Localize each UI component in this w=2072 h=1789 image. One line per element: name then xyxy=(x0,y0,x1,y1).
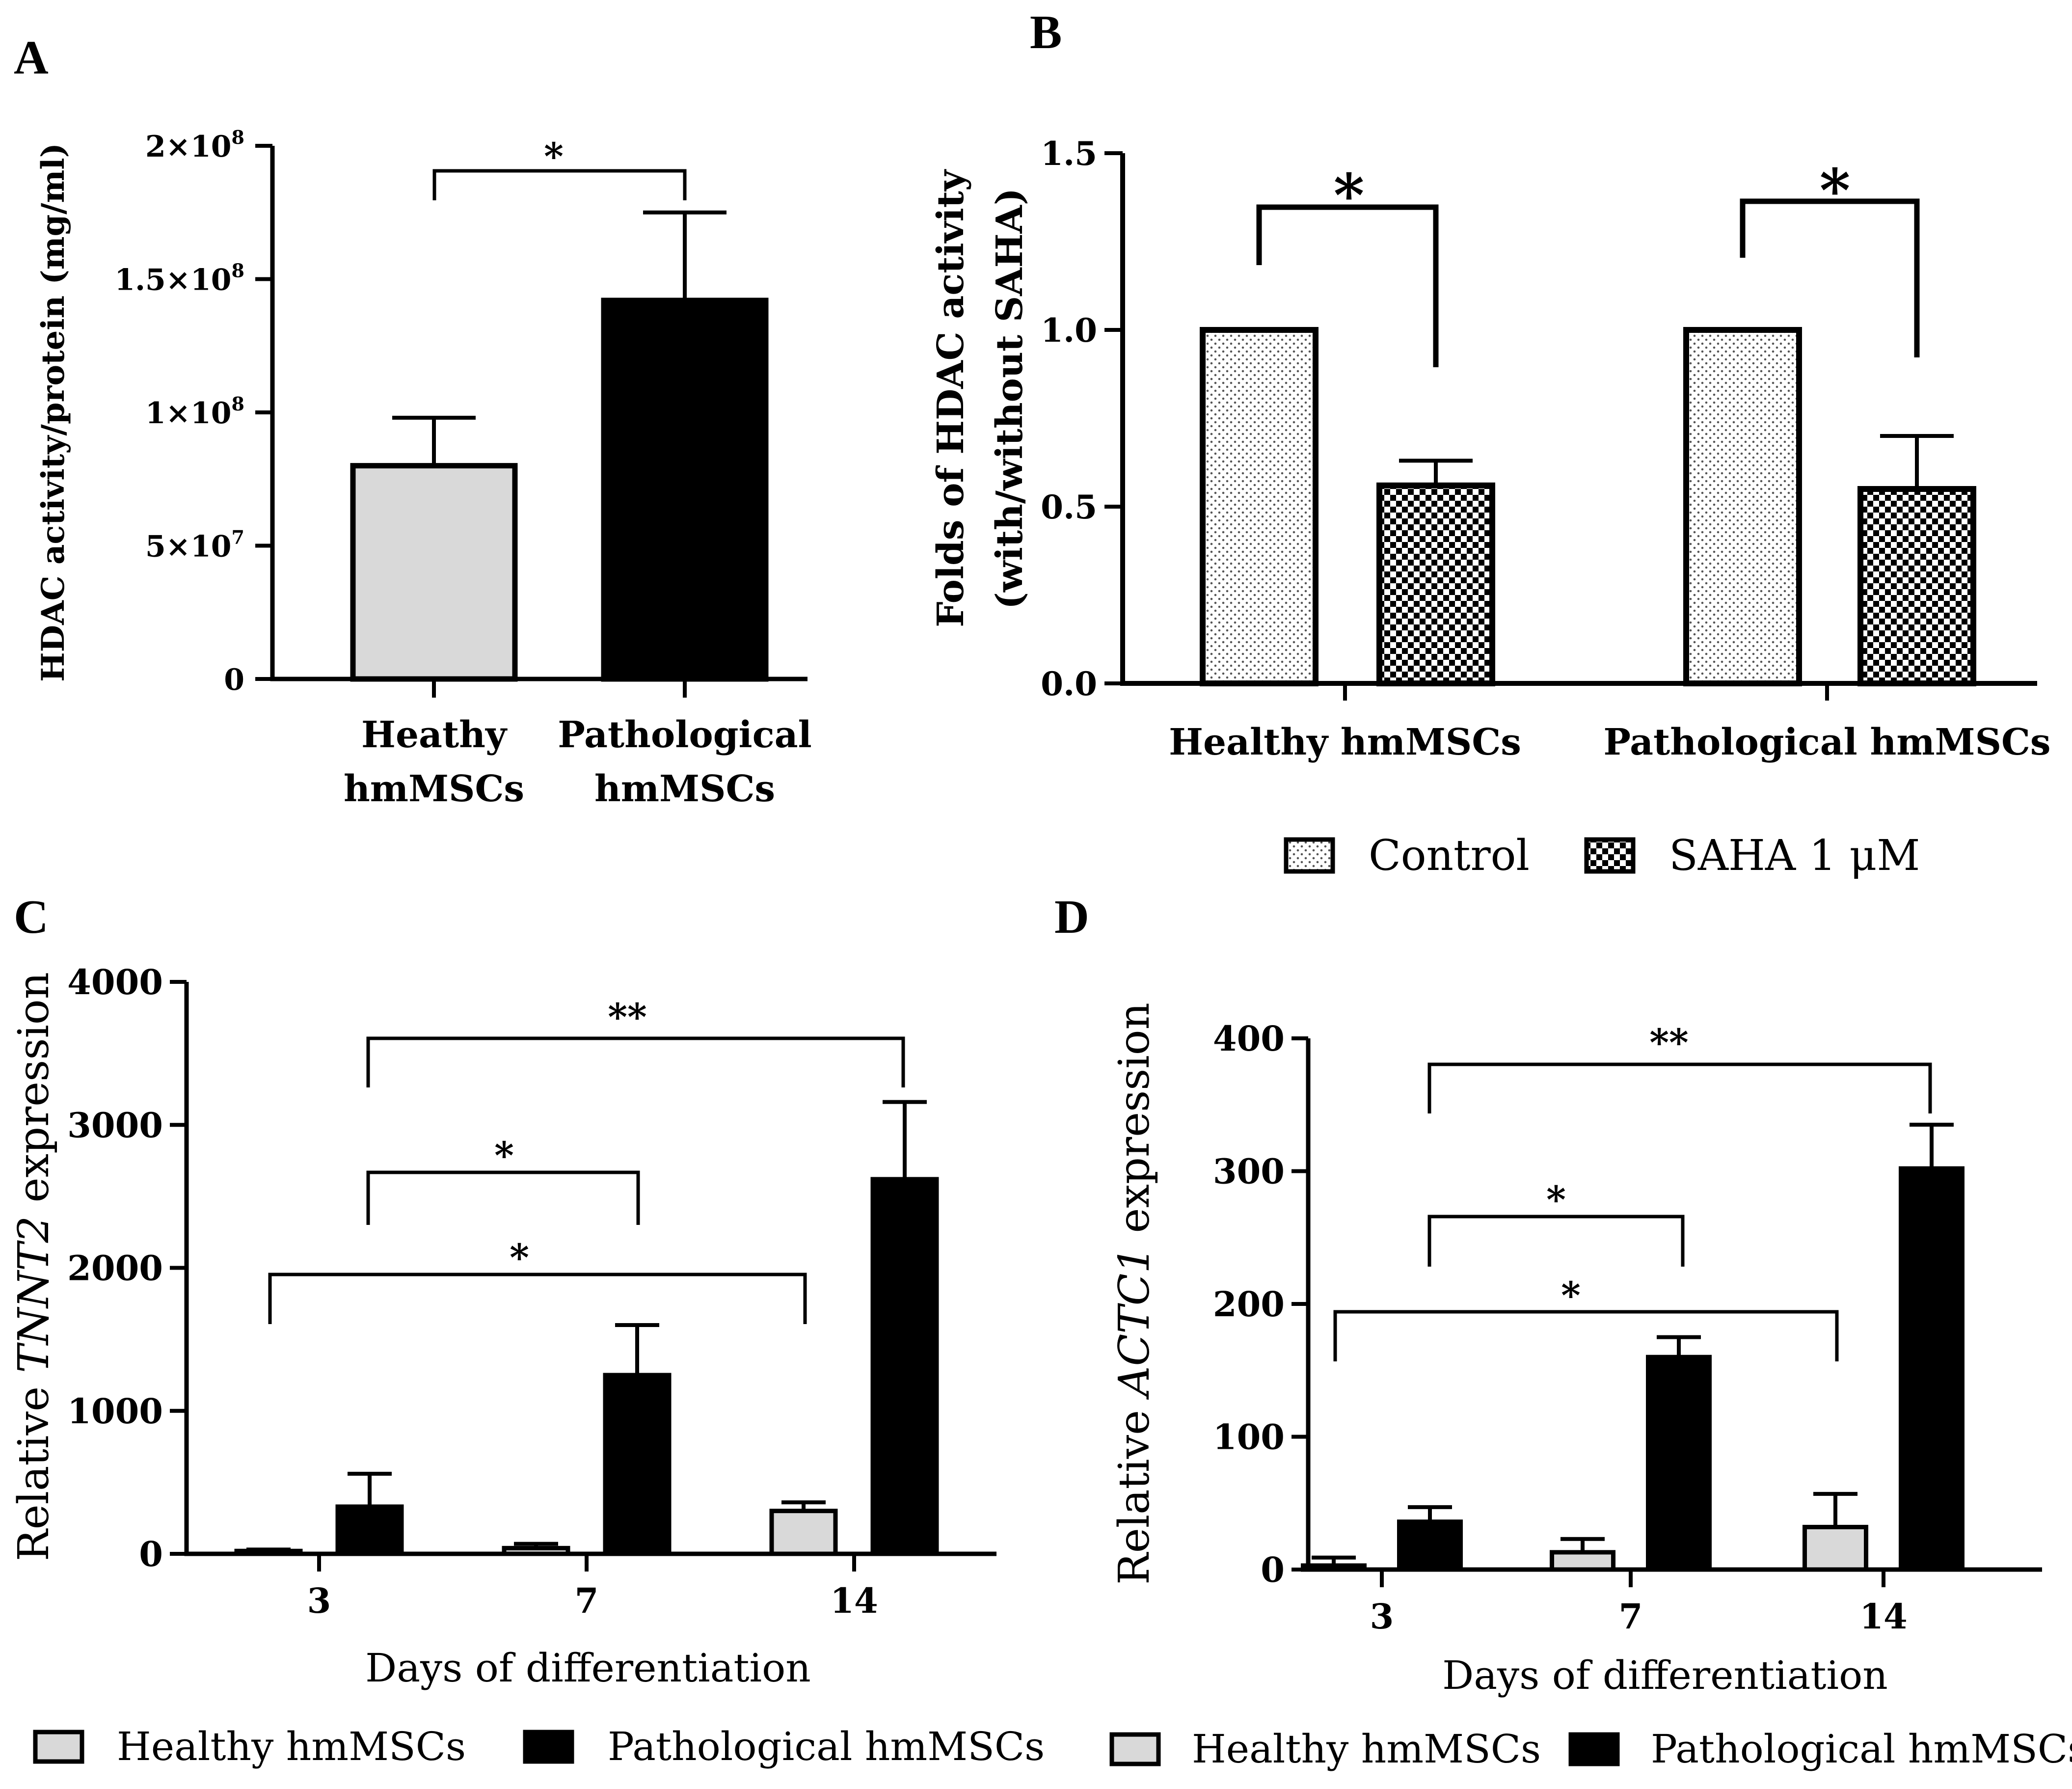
chart-b-y-tick-label: 1.5 xyxy=(1041,135,1097,173)
chart-c-significance-label: ** xyxy=(608,995,647,1039)
chart-b-legend-swatch-control xyxy=(1284,837,1335,874)
chart-b-legend-swatch-saha xyxy=(1584,837,1636,874)
chart-d-significance-bracket xyxy=(1427,1062,1932,1113)
chart-a-category-label: Heathy xyxy=(361,714,508,756)
chart-b-legend-label-saha: SAHA 1 μM xyxy=(1669,831,1920,880)
chart-d-x-tick-label: 3 xyxy=(1370,1596,1394,1637)
chart-c-significance-bracket xyxy=(366,1170,640,1225)
chart-c-y-axis-label: Relative TNNT2 expression xyxy=(9,972,58,1561)
chart-d-y-tick-label: 0 xyxy=(1261,1549,1285,1590)
chart-b-y-tick-label: 0.5 xyxy=(1041,488,1097,526)
chart-d-legend-label-pathological: Pathological hmMSCs xyxy=(1651,1726,2072,1772)
chart-c-legend-swatch-healthy xyxy=(33,1730,84,1764)
chart-a-significance-bracket xyxy=(432,169,687,200)
chart-c-bar xyxy=(769,1509,838,1556)
chart-c-x-tick-label: 7 xyxy=(575,1580,599,1621)
chart-b-significance-bracket xyxy=(1740,198,1920,357)
chart-c-bar xyxy=(870,1177,939,1556)
chart-c-bar xyxy=(603,1373,672,1556)
chart-c-y-tick-label: 4000 xyxy=(67,962,163,1003)
chart-d-bar xyxy=(1301,1563,1367,1572)
chart-d: 0 100 200 300 400 3 7 14 ** * * Relative ACTC1… xyxy=(1109,1003,2072,1772)
chart-d-y-tick-label: 200 xyxy=(1213,1284,1285,1325)
chart-d-bar xyxy=(1397,1519,1463,1572)
chart-a-category-label: Pathological xyxy=(558,714,811,756)
chart-d-bar xyxy=(1646,1355,1712,1572)
chart-c-bar xyxy=(502,1545,570,1556)
chart-b-category-label: Healthy hmMSCs xyxy=(1169,721,1521,763)
chart-a-y-tick-label: 0 xyxy=(224,663,244,697)
chart-c-bar xyxy=(335,1504,404,1556)
chart-d-y-tick-label: 100 xyxy=(1213,1417,1285,1458)
chart-b-legend-label-control: Control xyxy=(1369,831,1530,880)
chart-d-legend-swatch-healthy xyxy=(1109,1732,1161,1766)
chart-b-y-tick-label: 0.0 xyxy=(1041,665,1097,703)
chart-d-y-axis-label: Relative ACTC1 expression xyxy=(1110,1003,1159,1585)
chart-b-bar xyxy=(1857,486,1976,686)
chart-d-significance-bracket xyxy=(1427,1215,1685,1267)
chart-c-x-tick-label: 3 xyxy=(307,1580,331,1621)
chart-c-legend-label-pathological: Pathological hmMSCs xyxy=(608,1724,1045,1769)
chart-a-y-tick-label: 5×107 xyxy=(145,526,244,564)
chart-d-x-axis-label: Days of differentiation xyxy=(1442,1653,1888,1698)
chart-a-bar xyxy=(350,463,518,682)
chart-c-significance-bracket xyxy=(268,1273,807,1324)
chart-c-y-tick-label: 0 xyxy=(139,1534,163,1574)
chart-c-x-tick-label: 14 xyxy=(830,1580,878,1621)
chart-b-bar xyxy=(1683,327,1802,686)
chart-b-significance-label: * xyxy=(1820,156,1851,225)
chart-a-y-axis-label: HDAC activity/protein (mg/ml) xyxy=(35,143,72,682)
chart-c-legend-swatch-pathological xyxy=(523,1730,574,1764)
chart-a-category-label: hmMSCs xyxy=(344,768,524,810)
chart-c-y-tick-label: 3000 xyxy=(67,1105,163,1145)
chart-c-y-tick-label: 1000 xyxy=(67,1391,163,1432)
chart-c-significance-label: * xyxy=(494,1134,514,1177)
chart-b-category-label: Pathological hmMSCs xyxy=(1603,721,2050,763)
panel-label-b: B xyxy=(1030,6,1062,59)
chart-d-bar xyxy=(1803,1524,1868,1572)
chart-d-bar xyxy=(1899,1166,1964,1572)
chart-c-y-tick-label: 2000 xyxy=(67,1248,163,1289)
chart-b: 0.0 0.5 1.0 1.5 Healthy hmMSCs Pathological… xyxy=(930,135,2051,880)
chart-c-significance-bracket xyxy=(366,1036,905,1087)
chart-b-y-tick-label: 1.0 xyxy=(1041,311,1097,350)
chart-b-significance-label: * xyxy=(1334,161,1365,230)
chart-a-y-tick-label: 2×108 xyxy=(145,126,244,164)
chart-d-bar xyxy=(1550,1550,1615,1572)
chart-d-y-tick-label: 400 xyxy=(1213,1018,1285,1059)
chart-d-significance-label: * xyxy=(1561,1274,1581,1317)
panel-label-a: A xyxy=(14,31,49,84)
chart-c-significance-label: * xyxy=(510,1236,529,1279)
chart-d-legend-swatch-pathological xyxy=(1568,1732,1620,1766)
chart-b-significance-bracket xyxy=(1256,204,1439,367)
chart-d-x-tick-label: 14 xyxy=(1859,1596,1907,1637)
chart-d-legend-label-healthy: Healthy hmMSCs xyxy=(1192,1726,1541,1772)
chart-d-y-tick-label: 300 xyxy=(1213,1151,1285,1192)
chart-a-significance-label: * xyxy=(544,135,564,178)
chart-b-y-axis-label-line2: (with/without SAHA) xyxy=(989,188,1031,609)
chart-a-y-tick-label: 1.5×108 xyxy=(114,260,244,298)
chart-c: 0 1000 2000 3000 4000 3 7 14 ** * * Relative T… xyxy=(9,962,1045,1769)
chart-a-y-tick-label: 1×108 xyxy=(145,393,244,431)
chart-d-significance-bracket xyxy=(1333,1310,1839,1361)
chart-a-category-label: hmMSCs xyxy=(594,768,775,810)
chart-d-significance-label: * xyxy=(1546,1178,1566,1221)
chart-b-y-axis-label-line1: Folds of HDAC activity xyxy=(930,169,972,627)
chart-a-bar xyxy=(601,298,769,682)
chart-d-x-tick-label: 7 xyxy=(1619,1596,1643,1637)
chart-b-bar xyxy=(1200,327,1319,686)
chart-c-legend-label-healthy: Healthy hmMSCs xyxy=(117,1724,466,1769)
panel-label-c: C xyxy=(14,891,49,944)
chart-a: 0 5×107 1×108 1.5×108 2×108 Heathy hmMSCs Path… xyxy=(35,126,812,810)
panel-label-d: D xyxy=(1054,891,1089,944)
chart-b-bar xyxy=(1376,482,1495,686)
chart-c-x-axis-label: Days of differentiation xyxy=(365,1645,811,1691)
chart-d-significance-label: ** xyxy=(1649,1021,1689,1064)
